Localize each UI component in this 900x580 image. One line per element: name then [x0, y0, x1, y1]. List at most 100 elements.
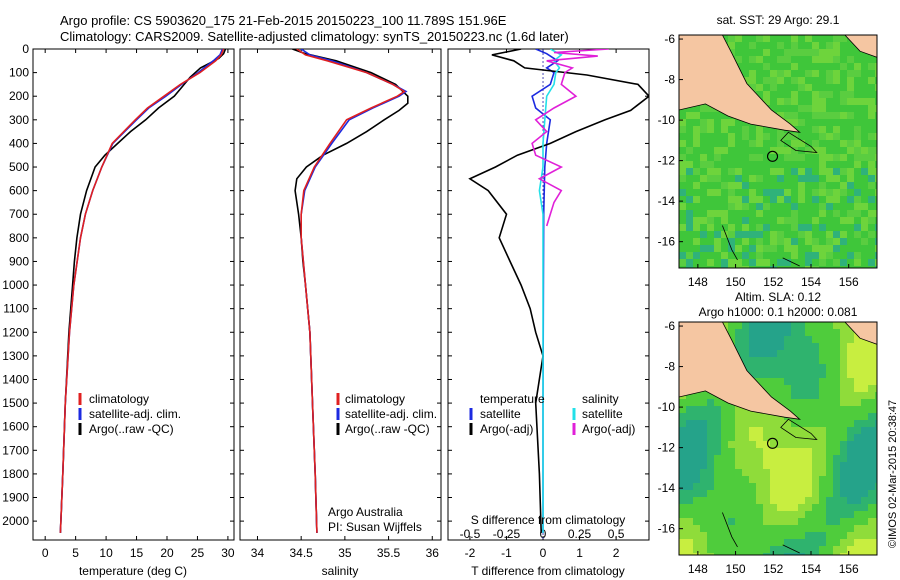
map-cell — [714, 546, 722, 554]
map-cell — [742, 322, 750, 330]
map-cell — [770, 525, 778, 533]
map-cell — [819, 469, 827, 477]
map-cell — [700, 161, 708, 169]
map-cell — [749, 189, 757, 197]
map-cell — [861, 350, 869, 358]
map-cell — [847, 161, 855, 169]
map-cell — [854, 364, 862, 372]
map-cell — [847, 364, 855, 372]
map-cell — [840, 462, 848, 470]
map-cell — [798, 413, 806, 421]
map-cell — [679, 217, 687, 225]
map-cell — [861, 196, 869, 204]
map-cell — [840, 385, 848, 393]
map-cell — [777, 329, 785, 337]
map-cell — [812, 504, 820, 512]
y-tick-label: 0 — [22, 42, 29, 56]
map-cell — [686, 483, 694, 491]
map-cell — [749, 413, 757, 421]
map-cell — [875, 546, 877, 554]
map-cell — [707, 399, 715, 407]
map-cell — [770, 539, 778, 547]
map-cell — [875, 182, 877, 190]
map-cell — [686, 203, 694, 211]
map-cell — [819, 518, 827, 526]
map-cell — [812, 518, 820, 526]
map-cell — [714, 532, 722, 540]
y-tick-label: 800 — [9, 231, 29, 245]
map-cell — [749, 462, 757, 470]
map-cell — [693, 546, 701, 554]
map-cell — [770, 217, 778, 225]
map-cell — [714, 476, 722, 484]
map-cell — [770, 476, 778, 484]
map-cell — [805, 511, 813, 519]
map-cell — [875, 350, 877, 358]
map-cell — [812, 119, 820, 127]
map-cell — [875, 518, 877, 526]
x-tick-label: 0 — [42, 546, 49, 560]
x2-tick-label: 0.5 — [608, 527, 625, 541]
map-y-tick-label: -14 — [658, 194, 676, 208]
map-cell — [742, 182, 750, 190]
map-cell — [777, 161, 785, 169]
map-cell — [756, 126, 764, 134]
map-cell — [763, 336, 771, 344]
y-tick-label: 200 — [9, 89, 29, 103]
difference-legend: temperature satellite Argo(-adj) salinit… — [469, 392, 635, 436]
map-cell — [777, 35, 785, 43]
map-cell — [791, 518, 799, 526]
map-cell — [854, 112, 862, 120]
map-x-tick-label: 148 — [688, 275, 708, 289]
map-cell — [840, 518, 848, 526]
map-cell — [784, 455, 792, 463]
map-cell — [693, 539, 701, 547]
map-cell — [840, 196, 848, 204]
map-cell — [868, 231, 876, 239]
map-cell — [833, 511, 841, 519]
map-cell — [805, 98, 813, 106]
map-cell — [756, 343, 764, 351]
map-cell — [826, 126, 834, 134]
map-cell — [679, 511, 687, 519]
map-cell — [868, 133, 876, 141]
map-cell — [861, 154, 869, 162]
map-cell — [798, 210, 806, 218]
x-tick-label: 34 — [251, 546, 265, 560]
map-cell — [693, 231, 701, 239]
map-cell — [770, 63, 778, 71]
map-cell — [847, 56, 855, 64]
map-cell — [749, 329, 757, 337]
map-cell — [686, 490, 694, 498]
map-cell — [735, 469, 743, 477]
map-cell — [798, 119, 806, 127]
map-cell — [791, 329, 799, 337]
map-cell — [742, 420, 750, 428]
map-cell — [700, 259, 708, 267]
map-cell — [714, 266, 722, 268]
map-cell — [721, 469, 729, 477]
map-cell — [868, 427, 876, 435]
salinity-x-label: salinity — [322, 564, 359, 578]
map-cell — [770, 455, 778, 463]
map-cell — [840, 217, 848, 225]
map-cell — [784, 252, 792, 260]
map-cell — [812, 413, 820, 421]
map-cell — [819, 364, 827, 372]
map-cell — [833, 343, 841, 351]
map-cell — [777, 91, 785, 99]
map-cell — [784, 105, 792, 113]
map-cell — [868, 98, 876, 106]
map-cell — [798, 497, 806, 505]
map-cell — [707, 161, 715, 169]
s-difference-label: S difference from climatology — [471, 513, 626, 527]
map-cell — [784, 175, 792, 183]
map-cell — [749, 182, 757, 190]
map-cell — [791, 539, 799, 547]
map-cell — [763, 196, 771, 204]
map-cell — [868, 378, 876, 386]
map-cell — [875, 231, 877, 239]
map-cell — [812, 434, 820, 442]
map-cell — [805, 413, 813, 421]
map-cell — [721, 518, 729, 526]
